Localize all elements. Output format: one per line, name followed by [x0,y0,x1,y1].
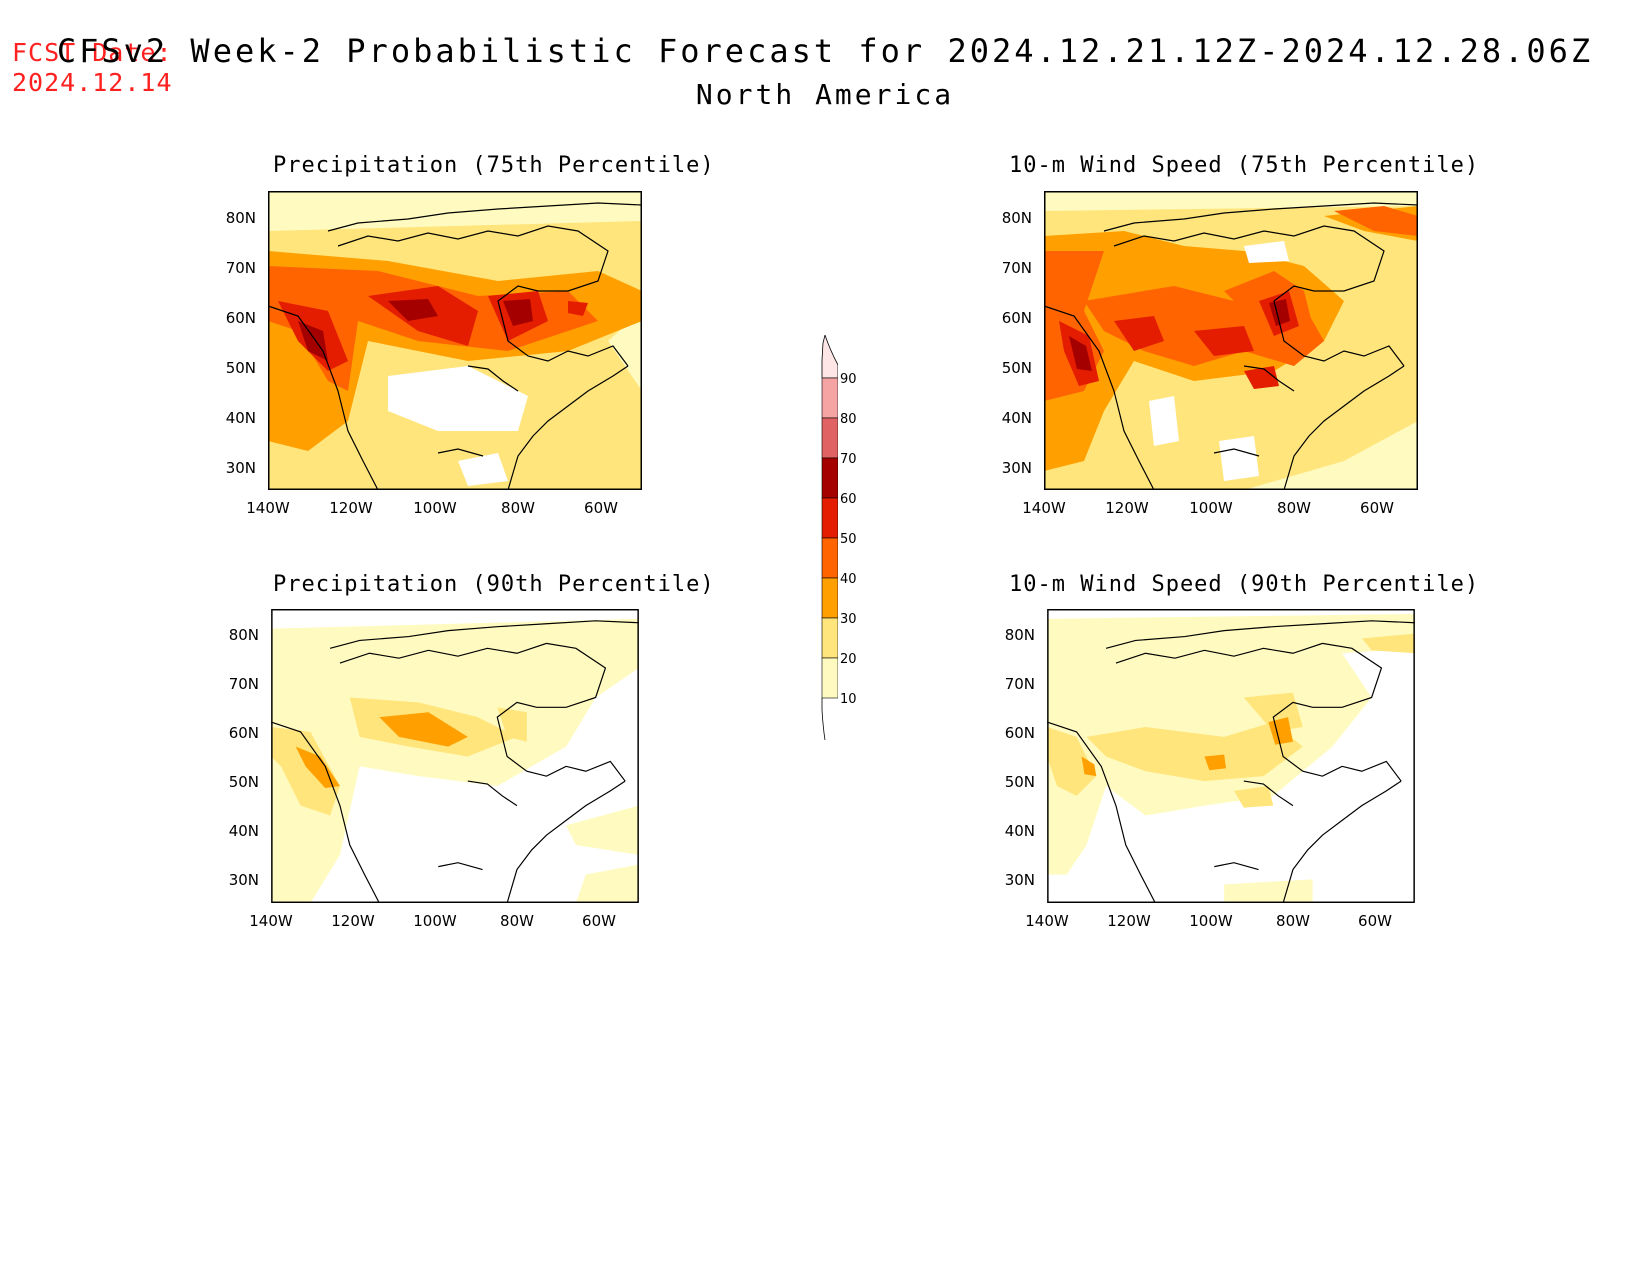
lon-tick: 80W [501,499,535,517]
lon-tick: 80W [500,912,534,930]
forecast-date-label: FCST Date: [12,38,173,67]
lon-tick: 120W [331,912,375,930]
colorbar-bin-80 [821,377,838,419]
lon-tick: 60W [1360,499,1394,517]
colorbar-label: 30 [840,612,857,627]
lat-tick: 30N [228,871,259,889]
colorbar [821,335,838,740]
lat-tick: 50N [1004,773,1035,791]
map-wind-75 [1044,191,1418,490]
colorbar-label: 40 [840,572,857,587]
lat-tick: 60N [1001,309,1032,327]
lon-tick: 140W [246,499,290,517]
panel-title-wind-90: 10-m Wind Speed (90th Percentile) [1009,572,1480,597]
coastline [268,202,642,490]
lon-tick: 60W [582,912,616,930]
colorbar-label: 70 [840,452,857,467]
forecast-date-block: FCST Date: 2024.12.14 [12,38,173,98]
precip-75-fill-60 [298,299,533,361]
wind-75-fill-60 [1069,299,1290,371]
precip-90-fill-10 [271,618,639,903]
lon-tick: 100W [413,499,457,517]
colorbar-label: 60 [840,492,857,507]
colorbar-bin-40 [821,537,838,579]
precip-75-fill-blank [388,366,528,486]
wind-75-fill-blank [1149,241,1289,481]
map-wind-90 [1047,609,1415,903]
map-precip-75 [268,191,642,490]
lon-tick: 100W [413,912,457,930]
forecast-date-value: 2024.12.14 [12,68,173,97]
lat-tick: 70N [1004,675,1035,693]
lon-tick: 100W [1189,499,1233,517]
lat-tick: 40N [225,409,256,427]
lat-tick: 50N [228,773,259,791]
lat-tick: 70N [225,259,256,277]
colorbar-bottom-cap [821,698,826,740]
lon-tick: 120W [329,499,373,517]
lat-tick: 50N [1001,359,1032,377]
lat-tick: 60N [228,724,259,742]
colorbar-bin-10 [821,657,838,699]
colorbar-bin-30 [821,577,838,619]
lat-tick: 60N [1004,724,1035,742]
lat-tick: 80N [228,626,259,644]
colorbar-bin-20 [821,617,838,659]
lon-tick: 100W [1189,912,1233,930]
lon-tick: 80W [1277,499,1311,517]
lat-tick: 40N [1001,409,1032,427]
lon-tick: 120W [1105,499,1149,517]
lat-tick: 50N [225,359,256,377]
lat-tick: 80N [225,209,256,227]
page-subtitle: North America [695,78,955,111]
colorbar-label: 90 [840,372,857,387]
lon-tick: 60W [584,499,618,517]
wind-90-fill-20 [1047,633,1415,808]
lat-tick: 70N [228,675,259,693]
lat-tick: 30N [225,459,256,477]
colorbar-top-cap [821,335,838,379]
colorbar-label: 20 [840,652,857,667]
lat-tick: 60N [225,309,256,327]
lat-tick: 80N [1001,209,1032,227]
panel-title-precip-75: Precipitation (75th Percentile) [273,153,715,178]
colorbar-label: 10 [840,692,857,707]
colorbar-bin-50 [821,497,838,539]
colorbar-bin-70 [821,417,838,459]
lon-tick: 120W [1107,912,1151,930]
lat-tick: 80N [1004,626,1035,644]
lat-tick: 30N [1004,871,1035,889]
map-precip-90 [271,609,639,903]
lat-tick: 40N [228,822,259,840]
lat-tick: 30N [1001,459,1032,477]
colorbar-bin-60 [821,457,838,499]
lat-tick: 40N [1004,822,1035,840]
panel-title-wind-75: 10-m Wind Speed (75th Percentile) [1009,153,1480,178]
lon-tick: 60W [1358,912,1392,930]
coastline [1047,620,1415,903]
colorbar-label: 50 [840,532,857,547]
panel-title-precip-90: Precipitation (90th Percentile) [273,572,715,597]
colorbar-label: 80 [840,412,857,427]
lon-tick: 140W [1022,499,1066,517]
lon-tick: 140W [1025,912,1069,930]
coastline [271,620,639,903]
lon-tick: 80W [1276,912,1310,930]
coastline [1044,202,1418,490]
lat-tick: 70N [1001,259,1032,277]
lon-tick: 140W [249,912,293,930]
page-title: CFSv2 Week-2 Probabilistic Forecast for … [56,32,1594,70]
